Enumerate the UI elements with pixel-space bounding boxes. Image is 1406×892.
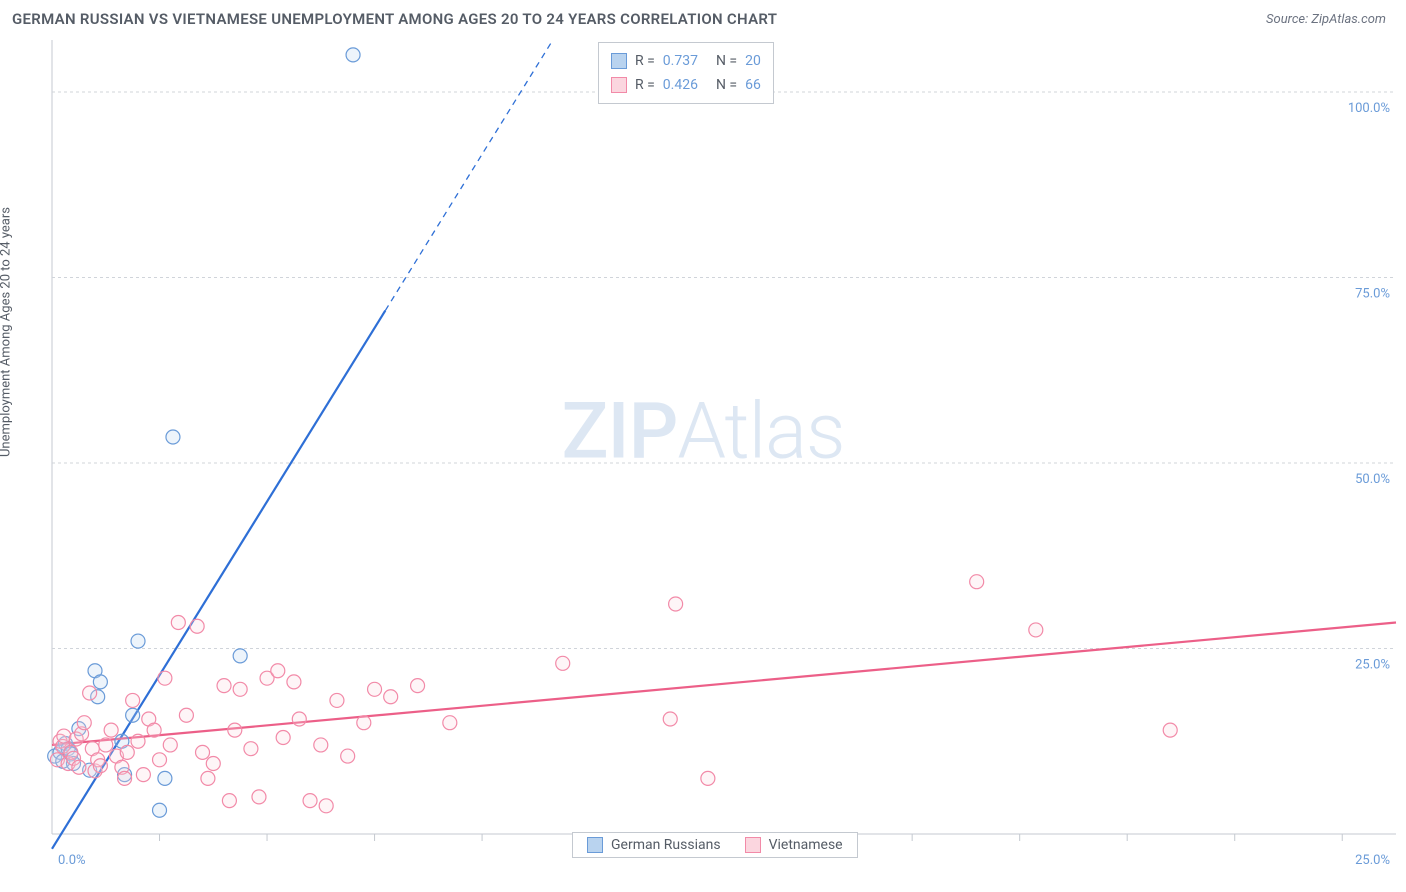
source-label: Source: ZipAtlas.com [1266,12,1386,27]
svg-text:0.0%: 0.0% [58,853,86,868]
svg-text:75.0%: 75.0% [1355,286,1390,301]
chart-title: GERMAN RUSSIAN VS VIETNAMESE UNEMPLOYMEN… [12,10,777,28]
legend-swatch [745,837,761,853]
series-legend: German Russians Vietnamese [572,832,858,858]
chart-area: Unemployment Among Ages 20 to 24 years Z… [0,34,1406,880]
legend-label: Vietnamese [769,837,843,853]
svg-text:25.0%: 25.0% [1355,853,1390,868]
legend-item: German Russians [587,837,721,853]
svg-text:25.0%: 25.0% [1355,657,1390,672]
svg-text:100.0%: 100.0% [1348,101,1390,116]
legend-label: German Russians [611,837,721,853]
legend-item: Vietnamese [745,837,843,853]
legend-swatch [587,837,603,853]
scatter-plot: 25.0% 50.0% 75.0% 100.0% 0.0% 25.0% [0,34,1406,880]
svg-text:50.0%: 50.0% [1355,472,1390,487]
